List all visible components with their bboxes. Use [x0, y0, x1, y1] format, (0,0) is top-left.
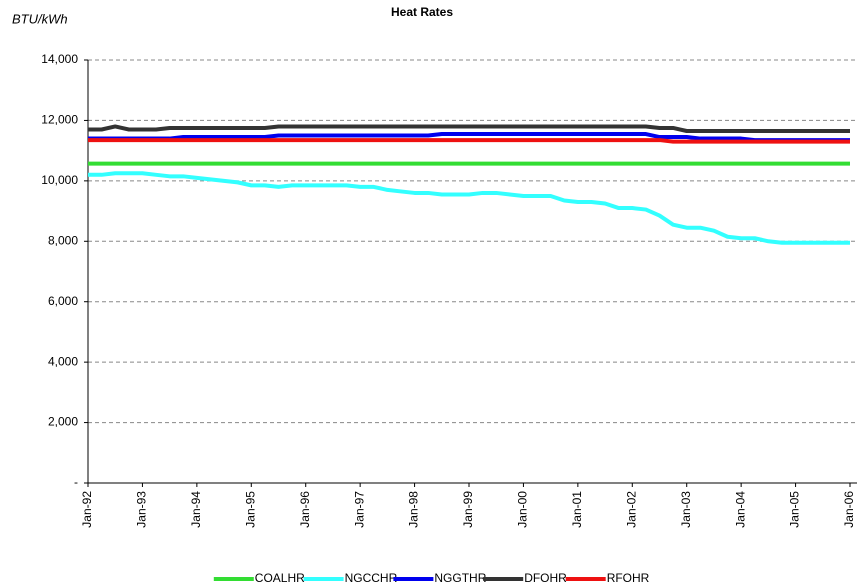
x-tick-label: Jan-99	[461, 491, 475, 528]
y-tick-label: 12,000	[41, 113, 78, 127]
x-tick-label: Jan-97	[352, 491, 366, 528]
x-tick-label: Jan-04	[733, 491, 747, 528]
x-tick-label: Jan-92	[80, 491, 94, 528]
x-tick-label: Jan-05	[788, 491, 802, 528]
legend-label: COALHR	[255, 571, 305, 585]
y-tick-label: 14,000	[41, 52, 78, 66]
y-tick-label: 8,000	[48, 233, 78, 247]
x-tick-label: Jan-95	[243, 491, 257, 528]
x-tick-label: Jan-06	[842, 491, 856, 528]
legend-label: RFOHR	[607, 571, 650, 585]
x-tick-label: Jan-98	[407, 491, 421, 528]
series-line	[88, 138, 850, 144]
x-tick-label: Jan-02	[624, 491, 638, 528]
y-tick-label: 4,000	[48, 354, 78, 368]
y-tick-label: 10,000	[41, 173, 78, 187]
x-tick-label: Jan-96	[298, 491, 312, 528]
x-tick-label: Jan-94	[189, 491, 203, 528]
x-tick-label: Jan-00	[516, 491, 530, 528]
series-line	[88, 132, 850, 143]
y-tick-label: -	[74, 475, 78, 489]
y-tick-label: 2,000	[48, 415, 78, 429]
x-tick-label: Jan-01	[570, 491, 584, 528]
series-line	[88, 124, 850, 133]
legend-label: NGCCHR	[345, 571, 398, 585]
chart-title: Heat Rates	[391, 5, 453, 19]
series-line	[88, 171, 850, 245]
y-axis-label: BTU/kWh	[12, 11, 68, 26]
x-tick-label: Jan-93	[135, 491, 149, 528]
x-tick-label: Jan-03	[679, 491, 693, 528]
legend-label: NGGTHR	[434, 571, 486, 585]
y-tick-label: 6,000	[48, 294, 78, 308]
legend-label: DFOHR	[524, 571, 567, 585]
